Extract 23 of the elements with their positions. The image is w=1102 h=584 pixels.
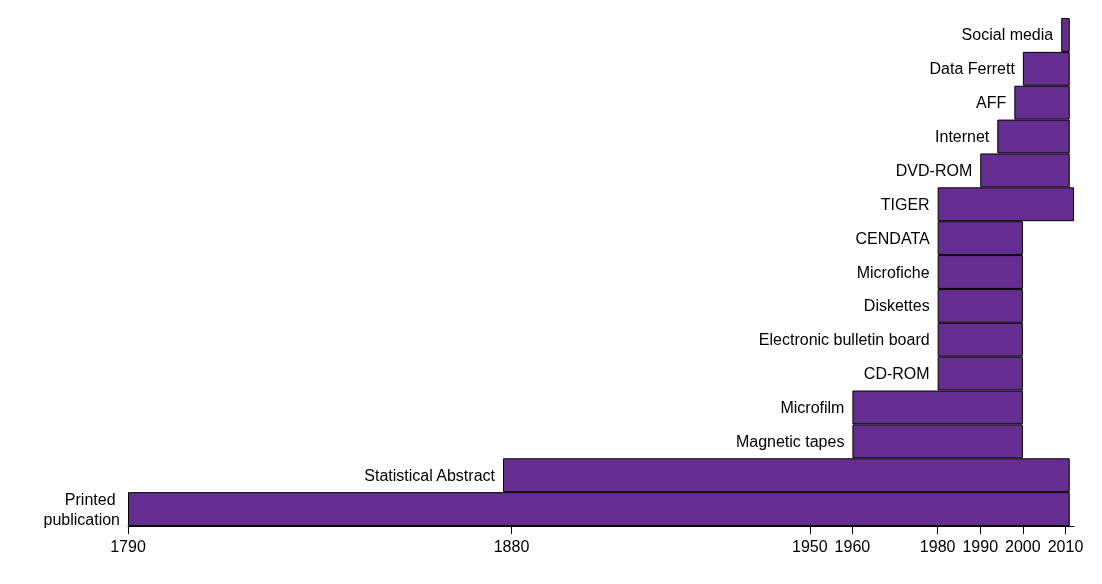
y-tick-label: Diskettes	[863, 297, 930, 315]
y-tick-label: Data Ferrett	[929, 60, 1016, 78]
y-tick-label: AFF	[976, 94, 1007, 112]
y-tick-label: Microfilm	[780, 398, 845, 416]
y-tick-label: CENDATA	[855, 229, 930, 247]
x-tick-label: 2010	[1047, 537, 1084, 555]
y-tick-label: Microfiche	[856, 263, 930, 281]
x-tick-label: 2000	[1005, 537, 1041, 555]
x-tick-label: 1790	[110, 537, 146, 555]
y-tick-label: Electronic bulletin board	[758, 331, 930, 349]
y-tick-label: TIGER	[880, 195, 930, 213]
y-tick-label: Magnetic tapes	[735, 432, 845, 450]
y-tick-label: Statistical Abstract	[364, 466, 496, 484]
y-tick-label: CD-ROM	[863, 365, 930, 383]
y-tick-label: Social media	[961, 26, 1054, 44]
y-tick-label: Internet	[935, 128, 990, 146]
x-tick-label: 1980	[919, 537, 956, 555]
x-tick-label: 1950	[792, 537, 828, 555]
y-tick-label: Printed publication	[43, 490, 120, 528]
x-tick-label: 1880	[493, 537, 530, 555]
y-tick-label: DVD-ROM	[895, 161, 973, 179]
x-tick-label: 1990	[962, 537, 999, 555]
x-tick-label: 1960	[834, 537, 871, 555]
